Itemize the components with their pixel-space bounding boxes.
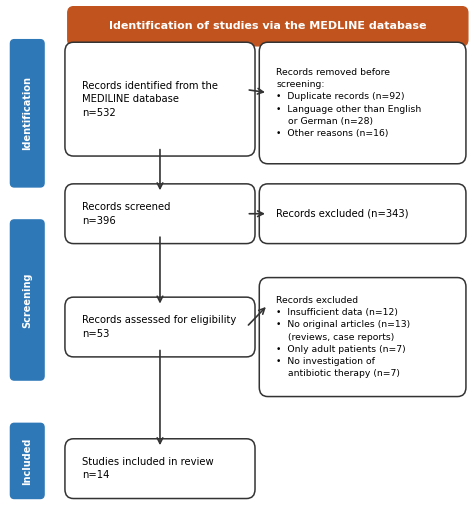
- Text: Included: Included: [22, 437, 32, 485]
- FancyBboxPatch shape: [65, 184, 255, 244]
- FancyBboxPatch shape: [68, 7, 468, 46]
- Text: Records identified from the
MEDILINE database
n=532: Records identified from the MEDILINE dat…: [82, 80, 218, 118]
- Text: Records excluded (n=343): Records excluded (n=343): [276, 209, 409, 219]
- FancyBboxPatch shape: [65, 297, 255, 357]
- Text: Records removed before
screening:
•  Duplicate records (n=92)
•  Language other : Records removed before screening: • Dupl…: [276, 68, 421, 138]
- Text: Records assessed for eligibility
n=53: Records assessed for eligibility n=53: [82, 315, 236, 339]
- Text: Screening: Screening: [22, 272, 32, 328]
- FancyBboxPatch shape: [65, 439, 255, 499]
- Text: Identification: Identification: [22, 76, 32, 150]
- Text: Records excluded
•  Insufficient data (n=12)
•  No original articles (n=13)
    : Records excluded • Insufficient data (n=…: [276, 296, 410, 378]
- FancyBboxPatch shape: [10, 220, 44, 380]
- FancyBboxPatch shape: [259, 42, 466, 164]
- FancyBboxPatch shape: [259, 278, 466, 397]
- FancyBboxPatch shape: [65, 42, 255, 156]
- FancyBboxPatch shape: [259, 184, 466, 244]
- Text: Identification of studies via the MEDLINE database: Identification of studies via the MEDLIN…: [109, 21, 427, 31]
- Text: Studies included in review
n=14: Studies included in review n=14: [82, 457, 214, 480]
- Text: Records screened
n=396: Records screened n=396: [82, 202, 171, 226]
- FancyBboxPatch shape: [10, 423, 44, 499]
- FancyBboxPatch shape: [10, 40, 44, 187]
